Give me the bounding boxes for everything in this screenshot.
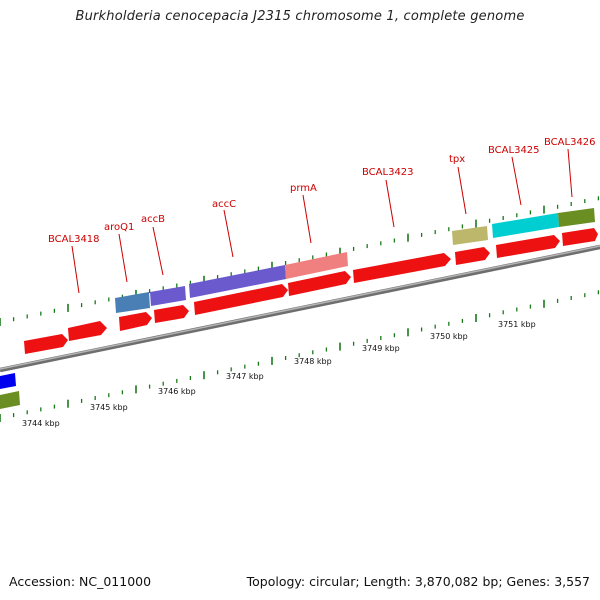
- gene-block[interactable]: [0, 391, 20, 409]
- cds-arrow[interactable]: [353, 253, 451, 283]
- scale-label: 3749 kbp: [362, 344, 400, 353]
- gene-block[interactable]: [150, 286, 186, 306]
- scale-label: 3744 kbp: [22, 419, 60, 428]
- gene-block[interactable]: [115, 292, 150, 313]
- scale-label: 3751 kbp: [498, 320, 536, 329]
- cds-arrow[interactable]: [68, 321, 107, 341]
- gene-label-bcal3418[interactable]: BCAL3418: [48, 234, 100, 245]
- gene-label-tpx[interactable]: tpx: [449, 154, 465, 165]
- scale-label: 3747 kbp: [226, 372, 264, 381]
- scale-labels: 3744 kbp 3745 kbp 3746 kbp 3747 kbp 3748…: [22, 320, 536, 428]
- gene-block[interactable]: [452, 226, 488, 245]
- scale-label: 3746 kbp: [158, 387, 196, 396]
- label-leaders: [71, 148, 573, 294]
- gene-label-bcal3423[interactable]: BCAL3423: [362, 167, 414, 178]
- gene-features: [0, 208, 595, 409]
- accession-text: Accession: NC_011000: [9, 574, 152, 589]
- cds-arrows: [24, 228, 598, 354]
- gene-block[interactable]: [0, 373, 16, 389]
- scale-label: 3745 kbp: [90, 403, 128, 412]
- cds-arrow[interactable]: [119, 312, 152, 331]
- gene-label-bcal3426[interactable]: BCAL3426: [544, 137, 596, 148]
- cds-arrow[interactable]: [24, 334, 68, 354]
- gene-block[interactable]: [285, 252, 348, 279]
- gene-label-accb[interactable]: accB: [141, 214, 165, 225]
- gene-block[interactable]: [189, 265, 286, 298]
- cds-arrow[interactable]: [496, 235, 560, 258]
- map-title: Burkholderia cenocepacia J2315 chromosom…: [75, 9, 525, 24]
- chromosome-backbone: [0, 244, 600, 373]
- gene-label-prma[interactable]: prmA: [290, 183, 317, 194]
- cds-arrow[interactable]: [194, 284, 288, 315]
- gene-label-bcal3425[interactable]: BCAL3425: [488, 145, 540, 156]
- gene-label-accc[interactable]: accC: [212, 199, 236, 210]
- gene-block[interactable]: [492, 213, 559, 238]
- genome-summary-text: Topology: circular; Length: 3,870,082 bp…: [246, 574, 590, 589]
- gene-block[interactable]: [558, 208, 595, 227]
- gene-labels: BCAL3418 aroQ1 accB accC prmA BCAL3423 t…: [48, 137, 596, 245]
- scale-label: 3750 kbp: [430, 332, 468, 341]
- cds-arrow[interactable]: [455, 247, 490, 265]
- cds-arrow[interactable]: [288, 271, 351, 296]
- cds-arrow[interactable]: [562, 228, 598, 246]
- cds-arrow[interactable]: [154, 305, 189, 323]
- gene-label-aroq1[interactable]: aroQ1: [104, 222, 134, 233]
- tick-marks: [0, 196, 600, 422]
- scale-label: 3748 kbp: [294, 357, 332, 366]
